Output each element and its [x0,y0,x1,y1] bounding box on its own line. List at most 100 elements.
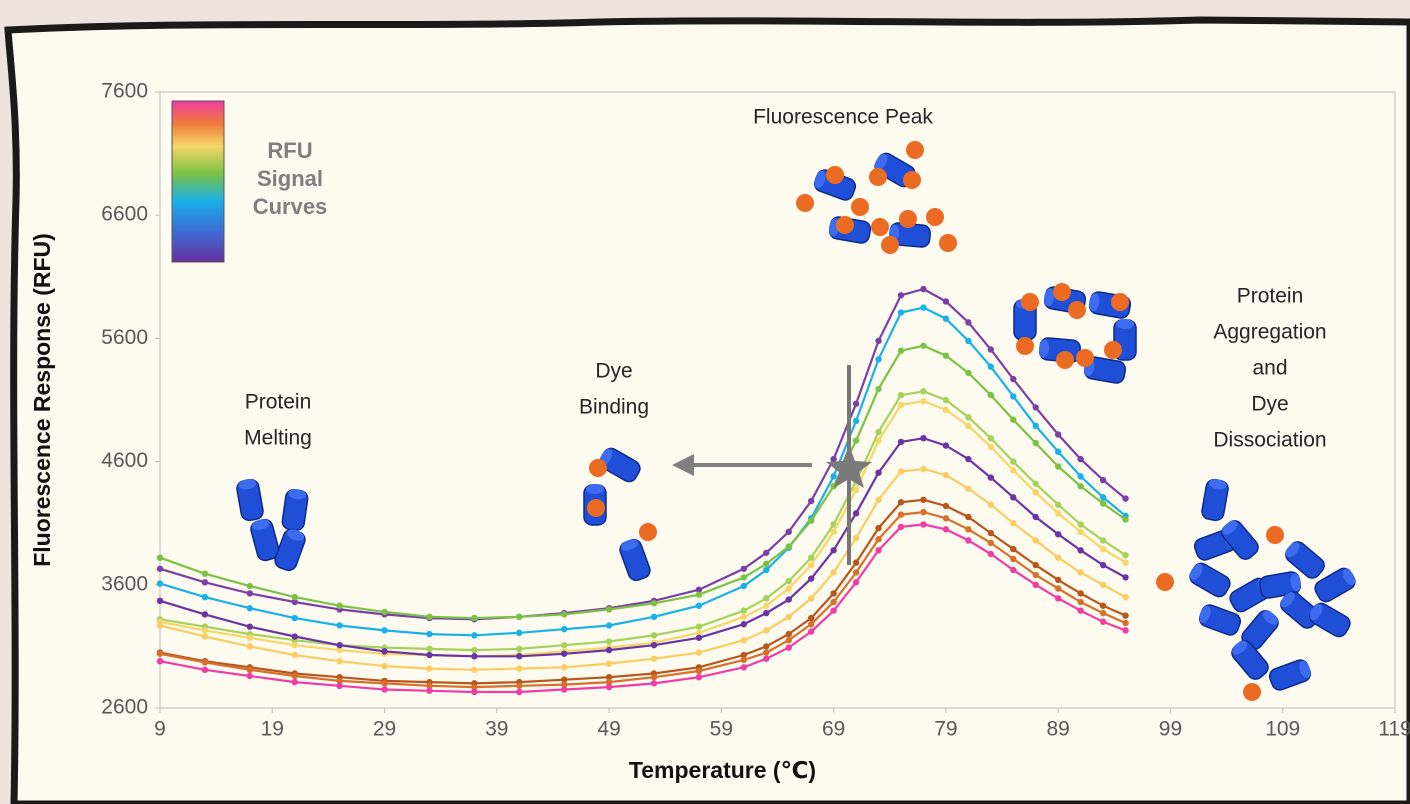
data-point [807,628,815,635]
data-point [897,468,905,475]
data-point [785,613,792,621]
data-point [560,650,568,657]
data-point [875,428,882,436]
data-point [201,611,209,618]
color-bar-label: Curves [253,194,328,219]
data-point [650,655,658,662]
data-point [785,528,792,536]
data-point [763,566,770,574]
data-point [987,474,995,481]
data-point [1054,463,1062,470]
data-point [605,606,613,613]
data-point [156,650,164,657]
data-point [156,565,164,572]
data-point [1032,581,1039,588]
data-point [875,536,882,543]
data-point [291,633,298,640]
data-point [897,438,905,446]
data-point [1122,495,1129,502]
data-point [920,285,927,293]
data-point [1099,602,1107,609]
data-point [1077,528,1084,536]
data-point [605,674,613,681]
data-point [785,543,792,550]
data-point [1077,607,1084,614]
data-point [942,442,950,449]
data-point [1077,590,1084,597]
data-point [201,593,209,601]
data-point [650,613,658,621]
data-point [830,607,837,614]
data-point [201,579,209,586]
data-point [605,638,613,645]
data-point [291,593,298,601]
annotation: Dye [1251,393,1288,416]
data-point [381,608,388,616]
data-point [156,554,164,561]
data-point [291,651,298,659]
data-point [336,677,343,685]
color-bar-label: Signal [257,166,323,191]
data-point [830,473,837,480]
data-point [336,641,343,649]
data-point [1077,569,1084,576]
data-point [605,622,613,629]
y-axis-title: Fluorescence Response (RFU) [29,233,55,567]
data-point [471,653,478,660]
annotation: and [1252,357,1287,380]
data-point [807,497,815,505]
data-point [1010,566,1017,574]
data-point [605,646,613,654]
data-point [942,396,950,404]
data-point [1032,571,1039,579]
data-point [897,511,905,518]
annotation: Protein [1237,285,1304,308]
data-point [987,391,995,399]
data-point [381,680,388,687]
data-point [763,643,770,650]
annotation: Dye [595,360,632,383]
data-point [920,508,927,516]
data-point [560,686,568,693]
data-point [516,688,523,696]
data-point [897,499,905,506]
data-point [897,401,905,409]
data-point [1032,513,1039,521]
data-point [740,565,748,572]
data-point [965,414,972,421]
data-point [1010,375,1017,383]
data-point [471,646,478,654]
x-tick-label: 79 [934,718,957,741]
y-tick-label: 3600 [101,572,148,595]
data-point [897,309,905,316]
data-point [291,598,298,606]
data-point [852,534,860,542]
color-bar [171,100,225,263]
plot-frame [159,91,1396,709]
data-point [942,315,950,322]
x-tick-label: 29 [373,718,396,741]
data-point [156,657,164,665]
data-point [740,582,748,590]
annotation: Protein [245,391,312,414]
data-point [763,655,770,662]
x-tick-label: 49 [597,718,620,741]
color-bar-label: RFU [267,138,312,163]
data-point [246,623,254,630]
data-point [426,687,433,694]
data-point [875,356,882,363]
data-point [875,547,882,554]
data-point [897,292,905,299]
x-tick-label: 19 [261,718,284,741]
data-point [830,569,837,576]
data-point [1010,494,1017,501]
data-point [560,681,568,688]
data-point [336,657,343,665]
data-point [920,496,927,503]
annotation: Melting [244,427,312,450]
data-point [740,607,748,614]
data-point [1054,554,1062,561]
data-point [1122,627,1129,634]
data-point [246,643,254,650]
y-tick-label: 5600 [101,326,148,349]
